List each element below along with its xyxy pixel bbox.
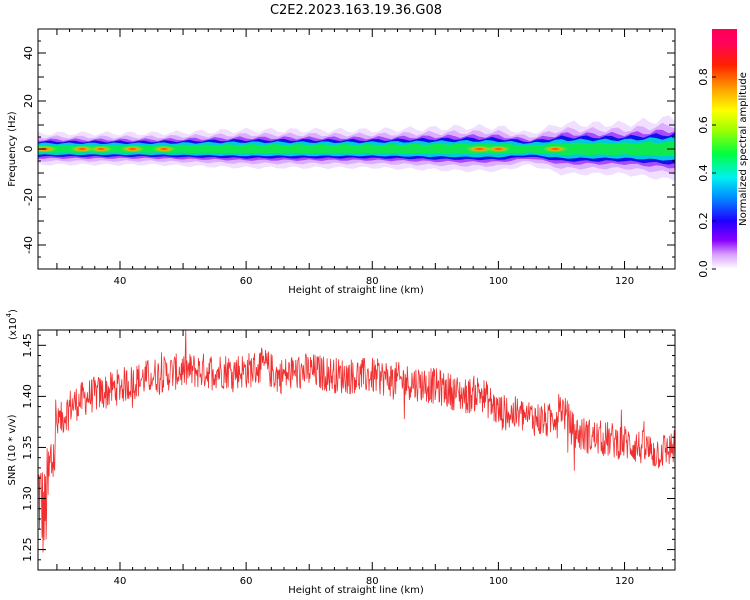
spectrogram-x-label: Height of straight line (km) — [288, 285, 424, 296]
spectrogram-x-tick-label: 60 — [240, 276, 253, 287]
colorbar-tick-label: 0.8 — [697, 68, 710, 86]
spectrogram-panel: 40 60 80 100 120 40 20 0 -20 -40 Height of strai… — [7, 28, 676, 296]
colorbar-tick-label: 0.2 — [697, 212, 710, 230]
snr-y-label: SNR (10 * v/v) — [7, 414, 18, 485]
snr-series-line — [38, 330, 675, 553]
snr-x-tick-label: 80 — [366, 576, 379, 587]
spectrogram-y-tick-label: -40 — [22, 236, 35, 254]
amplitude-peak — [465, 145, 494, 153]
snr-panel: 40 60 80 100 120 1.25 1.30 1.35 1.40 1.45 Height… — [5, 309, 676, 596]
snr-x-tick-label: 100 — [489, 576, 508, 587]
snr-y-tick-label: 1.40 — [21, 384, 34, 409]
spectrogram-x-axis: 40 60 80 100 120 — [56, 29, 676, 287]
snr-y-tick-label: 1.25 — [21, 537, 34, 562]
spectrogram-y-tick-label: 0 — [22, 146, 35, 153]
spectrogram-x-tick-label: 120 — [615, 276, 634, 287]
snr-x-tick-label: 120 — [615, 576, 634, 587]
amplitude-peak — [152, 145, 177, 153]
band-layer — [38, 141, 675, 157]
spectrogram-band — [38, 115, 675, 182]
snr-y-tick-label: 1.35 — [21, 435, 34, 460]
snr-x-axis: 40 60 80 100 120 — [56, 330, 676, 587]
colorbar-label: Normalized spectral amplitude — [738, 72, 749, 226]
colorbar-gradient — [712, 29, 737, 269]
amplitude-peak — [120, 145, 146, 153]
svg-text:(x104): (x104) — [5, 309, 19, 340]
spectrogram-y-axis: 40 20 0 -20 -40 — [22, 28, 675, 270]
spectrogram-y-tick-label: 20 — [22, 94, 35, 108]
figure-title: C2E2.2023.163.19.36.G08 — [270, 3, 442, 18]
spectrogram-x-tick-label: 100 — [489, 276, 508, 287]
spectrogram-y-tick-label: 40 — [22, 46, 35, 60]
colorbar-tick-label: 0.6 — [697, 116, 710, 134]
spectrogram-x-tick-label: 40 — [114, 276, 127, 287]
snr-x-label: Height of straight line (km) — [288, 585, 424, 596]
colorbar-tick-label: 0.4 — [697, 164, 710, 182]
snr-x-tick-label: 60 — [240, 576, 253, 587]
spectrogram-x-tick-label: 80 — [366, 276, 379, 287]
amplitude-peak — [89, 145, 114, 153]
multiplier-base: (x10 — [8, 317, 19, 340]
snr-y-tick-label: 1.30 — [21, 486, 34, 511]
amplitude-peak — [69, 145, 95, 153]
colorbar-tick-label: 0.0 — [697, 260, 710, 278]
snr-x-tick-label: 40 — [114, 576, 127, 587]
spectrogram-y-tick-label: -20 — [22, 188, 35, 206]
colorbar-ticks: 0.0 0.2 0.4 0.6 0.8 — [697, 68, 716, 278]
snr-y-axis: 1.25 1.30 1.35 1.40 1.45 — [21, 333, 675, 571]
amplitude-peak — [485, 145, 511, 153]
snr-y-multiplier: (x104) — [5, 309, 19, 340]
multiplier-exp: 4 — [5, 312, 13, 317]
snr-y-tick-label: 1.45 — [21, 333, 34, 358]
amplitude-peak — [542, 145, 569, 153]
snr-frame — [37, 329, 676, 571]
amplitude-peak — [38, 145, 58, 153]
spectrogram-y-label: Frequency (Hz) — [7, 111, 18, 187]
colorbar: 0.0 0.2 0.4 0.6 0.8 Normalized spectral ampl… — [697, 29, 749, 278]
